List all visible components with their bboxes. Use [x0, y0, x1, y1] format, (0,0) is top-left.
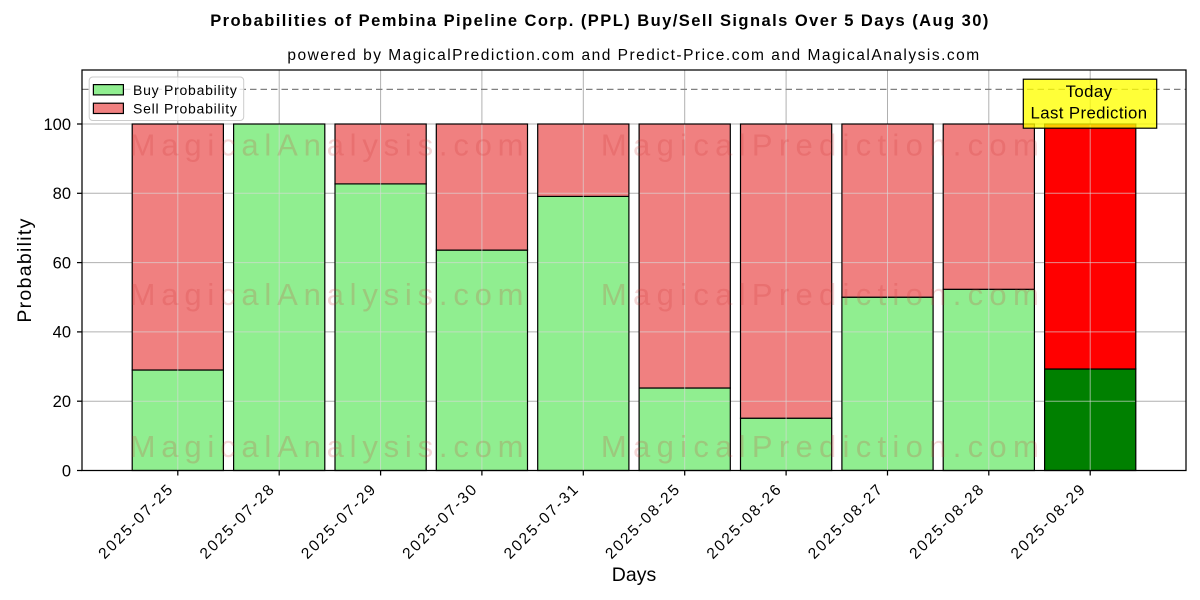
svg-text:MagicalPrediction.com: MagicalPrediction.com — [601, 277, 1045, 312]
svg-text:Days: Days — [612, 564, 657, 586]
svg-text:60: 60 — [53, 254, 71, 272]
svg-text:Probability: Probability — [14, 217, 36, 322]
svg-text:MagicalPrediction.com: MagicalPrediction.com — [601, 128, 1045, 163]
svg-text:powered by MagicalPrediction.c: powered by MagicalPrediction.com and Pre… — [287, 47, 980, 64]
svg-text:100: 100 — [43, 116, 71, 134]
svg-text:20: 20 — [53, 393, 71, 411]
svg-text:MagicalAnalysis.com: MagicalAnalysis.com — [130, 277, 530, 312]
svg-text:MagicalPrediction.com: MagicalPrediction.com — [601, 429, 1045, 464]
svg-text:Sell Probability: Sell Probability — [133, 100, 238, 116]
svg-text:Today: Today — [1066, 82, 1113, 101]
svg-text:0: 0 — [62, 462, 71, 480]
svg-text:Buy Probability: Buy Probability — [133, 82, 238, 98]
svg-text:MagicalAnalysis.com: MagicalAnalysis.com — [130, 429, 530, 464]
svg-text:Probabilities of Pembina Pipel: Probabilities of Pembina Pipeline Corp. … — [210, 12, 990, 30]
svg-text:MagicalAnalysis.com: MagicalAnalysis.com — [130, 128, 530, 163]
svg-text:40: 40 — [53, 324, 71, 342]
svg-text:Last Prediction: Last Prediction — [1030, 103, 1147, 122]
svg-text:80: 80 — [53, 185, 71, 203]
